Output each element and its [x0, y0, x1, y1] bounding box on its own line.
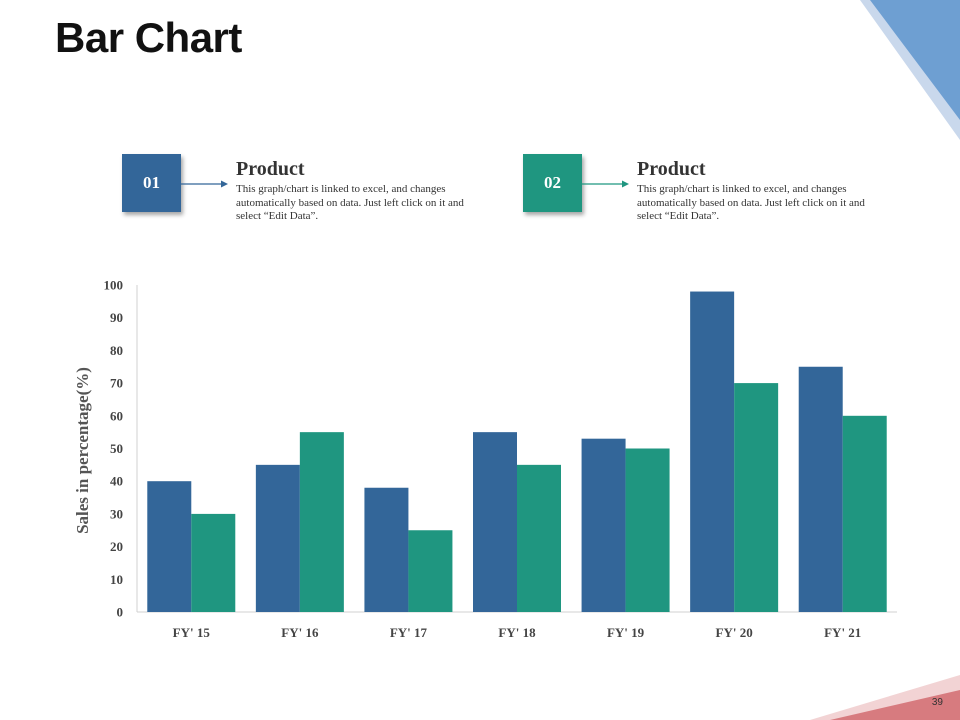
bar-product-01	[690, 291, 735, 612]
legend-description: This graph/chart is linked to excel, and…	[236, 183, 464, 222]
arrow-right-icon	[582, 180, 629, 188]
page-number: 39	[931, 697, 943, 708]
legend-heading: Product	[637, 158, 706, 180]
bar-product-01	[147, 481, 192, 612]
x-tick-label: FY' 15	[173, 625, 211, 640]
x-tick-label: FY' 16	[281, 625, 319, 640]
corner-decoration-top	[860, 0, 960, 140]
corner-decoration-bottom	[810, 675, 960, 720]
legend-number-badge: 01	[122, 154, 181, 212]
y-tick-label: 50	[110, 441, 123, 456]
legend-number-badge: 02	[523, 154, 582, 212]
y-axis-title: Sales in percentage(%)	[73, 367, 92, 534]
x-tick-label: FY' 21	[824, 625, 861, 640]
x-tick-label: FY' 18	[498, 625, 536, 640]
bar-product-01	[255, 464, 300, 612]
bar-product-01	[581, 438, 626, 612]
y-tick-label: 0	[117, 605, 124, 620]
bar-product-02	[299, 432, 344, 612]
bar-product-02	[734, 383, 779, 612]
y-tick-label: 90	[110, 310, 123, 325]
x-tick-label: FY' 20	[716, 625, 753, 640]
bar-product-02	[517, 464, 561, 612]
bar-product-02	[191, 513, 236, 612]
x-tick-label: FY' 19	[607, 625, 645, 640]
y-tick-label: 20	[110, 539, 123, 554]
bar-product-01	[473, 432, 517, 612]
y-tick-label: 70	[110, 376, 123, 391]
y-tick-label: 60	[110, 408, 123, 423]
x-tick-label: FY' 17	[390, 625, 428, 640]
bar-product-02	[842, 415, 887, 612]
y-tick-label: 100	[104, 278, 124, 293]
y-tick-label: 40	[110, 474, 123, 489]
legend-heading: Product	[236, 158, 305, 180]
bar-product-02	[625, 448, 670, 612]
arrow-right-icon	[181, 180, 228, 188]
y-tick-label: 30	[110, 506, 123, 521]
bar-product-01	[364, 487, 409, 612]
legend-description: This graph/chart is linked to excel, and…	[637, 183, 865, 222]
y-tick-label: 10	[110, 572, 123, 587]
y-tick-label: 80	[110, 343, 123, 358]
bar-product-01	[798, 366, 843, 612]
bar-product-02	[408, 530, 453, 612]
page-title: Bar Chart	[55, 14, 242, 61]
